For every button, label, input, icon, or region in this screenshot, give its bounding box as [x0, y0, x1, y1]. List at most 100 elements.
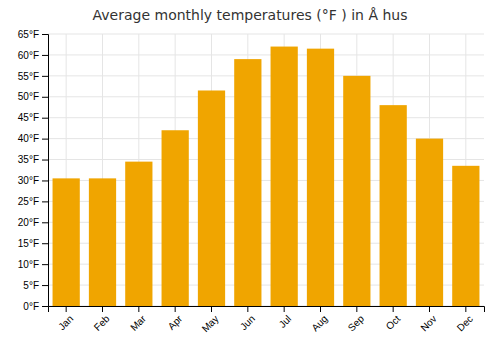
y-tick-mark — [42, 264, 48, 265]
bar — [162, 130, 189, 306]
x-tick: Feb — [92, 306, 112, 333]
x-axis-line — [49, 307, 485, 313]
y-tick: 15°F — [18, 238, 48, 249]
x-tick-label: Jul — [277, 313, 294, 330]
y-tick: 20°F — [18, 217, 48, 228]
bar — [416, 139, 443, 306]
y-tick-label: 10°F — [18, 259, 39, 270]
bars — [53, 47, 480, 306]
y-tick: 45°F — [18, 112, 48, 123]
x-tick-mark — [247, 306, 248, 312]
x-tick-mark — [393, 306, 394, 312]
y-tick: 50°F — [18, 91, 48, 102]
y-tick-mark — [42, 243, 48, 244]
y-tick: 55°F — [18, 71, 48, 82]
x-tick-mark — [284, 306, 285, 312]
x-tick-label: Jan — [56, 313, 75, 332]
y-tick-label: 30°F — [18, 175, 39, 186]
x-tick: Oct — [384, 306, 403, 332]
y-tick: 30°F — [18, 175, 48, 186]
x-tick-mark — [175, 306, 176, 312]
x-tick: Nov — [418, 306, 438, 333]
bar — [452, 166, 479, 306]
x-tick-label: Mar — [128, 313, 148, 333]
y-tick-label: 15°F — [18, 238, 39, 249]
y-tick-label: 50°F — [18, 91, 39, 102]
x-tick-mark — [138, 306, 139, 312]
y-tick-mark — [42, 222, 48, 223]
y-tick-label: 35°F — [18, 154, 39, 165]
y-tick-mark — [42, 306, 48, 307]
y-tick-mark — [42, 34, 48, 35]
y-tick: 60°F — [18, 50, 48, 61]
grid-line-y — [48, 117, 484, 118]
y-tick-mark — [42, 160, 48, 161]
y-tick: 40°F — [18, 133, 48, 144]
grid-line-y — [48, 96, 484, 97]
y-tick: 65°F — [18, 29, 48, 40]
chart: Average monthly temperatures (°F ) in Å … — [0, 0, 500, 350]
x-tick-label: Jun — [238, 313, 257, 332]
y-tick-mark — [42, 180, 48, 181]
bar — [343, 76, 370, 306]
y-tick-label: 65°F — [18, 29, 39, 40]
x-tick: Aug — [309, 306, 329, 333]
x-tick-label: Nov — [418, 313, 438, 333]
y-tick-label: 45°F — [18, 112, 39, 123]
y-tick-mark — [42, 76, 48, 77]
y-tick-label: 60°F — [18, 50, 39, 61]
x-tick: Jan — [56, 306, 75, 332]
x-tick: Jun — [238, 306, 257, 332]
y-tick: 35°F — [18, 154, 48, 165]
y-tick-label: 5°F — [23, 280, 39, 291]
x-tick-label: Apr — [166, 313, 185, 332]
y-tick: 5°F — [23, 280, 48, 291]
x-tick-mark — [102, 306, 103, 312]
bar — [234, 59, 261, 306]
y-tick-mark — [42, 118, 48, 119]
y-tick: 25°F — [18, 196, 48, 207]
x-tick: Jul — [277, 306, 294, 330]
x-axis: Jan Feb Mar Apr May Jun Jul Aug Sep Oct Nov Dec — [49, 306, 485, 334]
y-tick: 0°F — [23, 301, 48, 312]
bar — [380, 105, 407, 306]
x-tick: Sep — [346, 306, 367, 333]
x-tick: Dec — [455, 306, 475, 333]
x-tick-label: Sep — [346, 313, 367, 334]
grid-line-y — [48, 75, 484, 76]
y-axis-line — [42, 35, 49, 307]
y-axis: 0°F 5°F 10°F 15°F 20°F 25°F 30°F 35°F 40°F 45°F 50… — [18, 29, 49, 312]
x-tick-label: Feb — [92, 313, 112, 333]
x-tick-mark — [429, 306, 430, 312]
y-tick-label: 0°F — [23, 301, 39, 312]
bar — [53, 178, 80, 306]
bar — [198, 90, 225, 306]
grid-line-y — [48, 34, 484, 35]
x-tick-mark — [211, 306, 212, 312]
x-tick-label: Aug — [309, 313, 329, 333]
y-tick-label: 55°F — [18, 71, 39, 82]
plot: Jan Feb Mar Apr May Jun Jul Aug Sep Oct Nov Dec 0°F 5… — [18, 29, 485, 335]
y-tick-label: 25°F — [18, 196, 39, 207]
x-tick-mark — [465, 306, 466, 312]
y-tick-mark — [42, 139, 48, 140]
y-tick-label: 40°F — [18, 133, 39, 144]
grid-line-y — [48, 54, 484, 55]
title: Average monthly temperatures (°F ) in Å … — [93, 7, 408, 23]
x-tick: Apr — [166, 306, 185, 332]
y-tick-label: 20°F — [18, 217, 39, 228]
x-tick: Mar — [128, 306, 148, 333]
bar — [89, 178, 116, 306]
x-tick-mark — [320, 306, 321, 312]
x-tick-label: Dec — [455, 313, 475, 333]
x-tick-mark — [356, 306, 357, 312]
y-tick-mark — [42, 55, 48, 56]
y-tick-mark — [42, 201, 48, 202]
x-tick-label: Oct — [384, 313, 403, 332]
bar — [307, 49, 334, 306]
y-tick: 10°F — [18, 259, 48, 270]
y-tick-mark — [42, 97, 48, 98]
x-tick-mark — [66, 306, 67, 312]
x-tick-label: May — [200, 313, 221, 334]
grid — [48, 34, 484, 306]
